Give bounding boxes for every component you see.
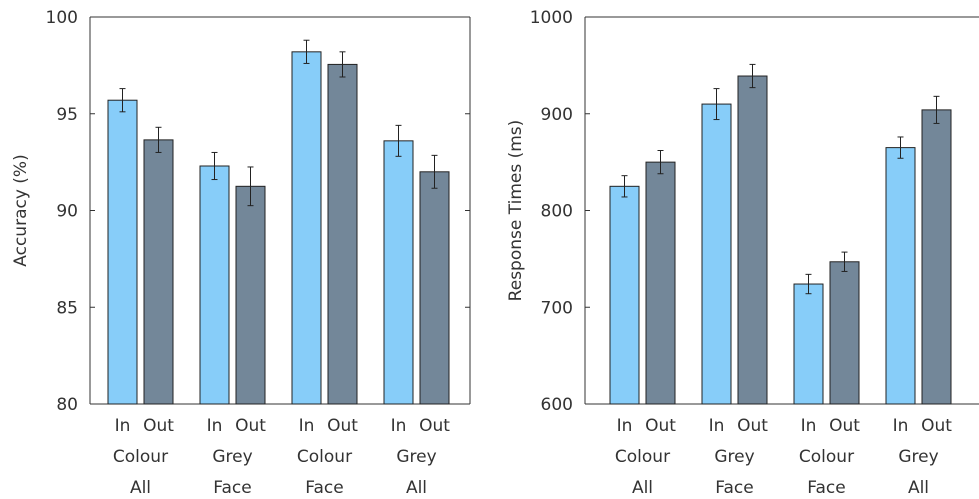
x-tick-label-bar: Out xyxy=(737,416,768,436)
x-group-label-line2: Face xyxy=(807,478,845,498)
x-tick-label-bar: Out xyxy=(143,416,174,436)
x-tick-label-bar: In xyxy=(115,416,131,436)
x-group-label-line1: Colour xyxy=(615,447,670,467)
bar-in xyxy=(609,185,640,405)
y-tick-label: 85 xyxy=(56,298,78,318)
x-tick-label-bar: In xyxy=(709,416,725,436)
bar-out xyxy=(645,161,676,405)
x-group-label-line2: All xyxy=(406,478,427,498)
bar-in xyxy=(383,140,414,405)
x-group-label-line2: All xyxy=(908,478,929,498)
x-group-label-line2: All xyxy=(130,478,151,498)
bar-in xyxy=(291,51,322,405)
bar-out xyxy=(737,75,768,405)
x-group-label-line1: Grey xyxy=(396,447,436,467)
bar-out xyxy=(235,185,266,405)
y-tick-label: 1000 xyxy=(530,8,573,28)
x-tick-label-bar: In xyxy=(893,416,909,436)
x-group-label-line2: Face xyxy=(715,478,753,498)
y-tick-label: 600 xyxy=(541,395,573,415)
chart-panel-2: 600 700 800 900 1000 Response Times (ms) In Out… xyxy=(506,8,979,498)
x-tick-label-bar: Out xyxy=(921,416,952,436)
y-axis-label: Response Times (ms) xyxy=(506,120,526,302)
y-axis-label: Accuracy (%) xyxy=(11,154,31,266)
x-group-label-line1: Grey xyxy=(714,447,754,467)
x-group-label-line2: Face xyxy=(305,478,343,498)
bar-out xyxy=(327,63,358,405)
y-tick-label: 80 xyxy=(56,395,78,415)
y-tick-label: 800 xyxy=(541,202,573,222)
x-tick-label-bar: Out xyxy=(645,416,676,436)
bar-out xyxy=(921,109,952,405)
x-tick-label-bar: In xyxy=(391,416,407,436)
bar-in xyxy=(107,99,138,405)
bar-in xyxy=(885,147,916,405)
x-tick-label-bar: In xyxy=(617,416,633,436)
bar-out xyxy=(143,139,174,405)
x-tick-label-bar: In xyxy=(207,416,223,436)
x-tick-label-bar: In xyxy=(801,416,817,436)
x-group-label-line2: All xyxy=(632,478,653,498)
x-group-label-line1: Grey xyxy=(898,447,938,467)
bar-out xyxy=(829,261,860,405)
x-tick-label-bar: Out xyxy=(235,416,266,436)
x-group-label-line1: Colour xyxy=(297,447,352,467)
y-tick-label: 90 xyxy=(56,202,78,222)
bar-out xyxy=(419,171,450,405)
x-tick-label-bar: Out xyxy=(327,416,358,436)
x-group-label-line1: Colour xyxy=(799,447,854,467)
x-tick-label-bar: In xyxy=(299,416,315,436)
x-group-label-line1: Grey xyxy=(212,447,252,467)
chart-panel-1: 80 85 90 95 100 Accuracy (%) In Out Colour All In O… xyxy=(11,8,471,498)
y-tick-label: 900 xyxy=(541,105,573,125)
y-tick-label: 100 xyxy=(46,8,78,28)
bar-in xyxy=(793,283,824,405)
x-group-label-line2: Face xyxy=(213,478,251,498)
x-tick-label-bar: Out xyxy=(419,416,450,436)
y-tick-label: 700 xyxy=(541,298,573,318)
bar-in xyxy=(199,165,230,405)
bar-in xyxy=(701,103,732,405)
x-tick-label-bar: Out xyxy=(829,416,860,436)
y-tick-label: 95 xyxy=(56,105,78,125)
x-group-label-line1: Colour xyxy=(113,447,168,467)
